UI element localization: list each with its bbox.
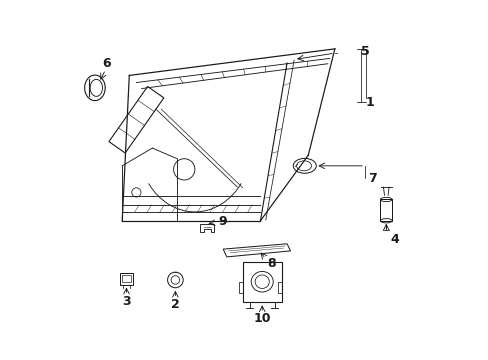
Text: 2: 2	[171, 298, 180, 311]
Text: 1: 1	[365, 95, 374, 108]
Text: 7: 7	[367, 172, 376, 185]
Text: 4: 4	[390, 233, 399, 246]
Text: 5: 5	[360, 45, 368, 58]
Text: 10: 10	[253, 312, 270, 325]
Text: 8: 8	[266, 257, 275, 270]
Text: 9: 9	[218, 215, 226, 228]
Text: 3: 3	[122, 295, 130, 308]
Text: 6: 6	[102, 57, 110, 70]
